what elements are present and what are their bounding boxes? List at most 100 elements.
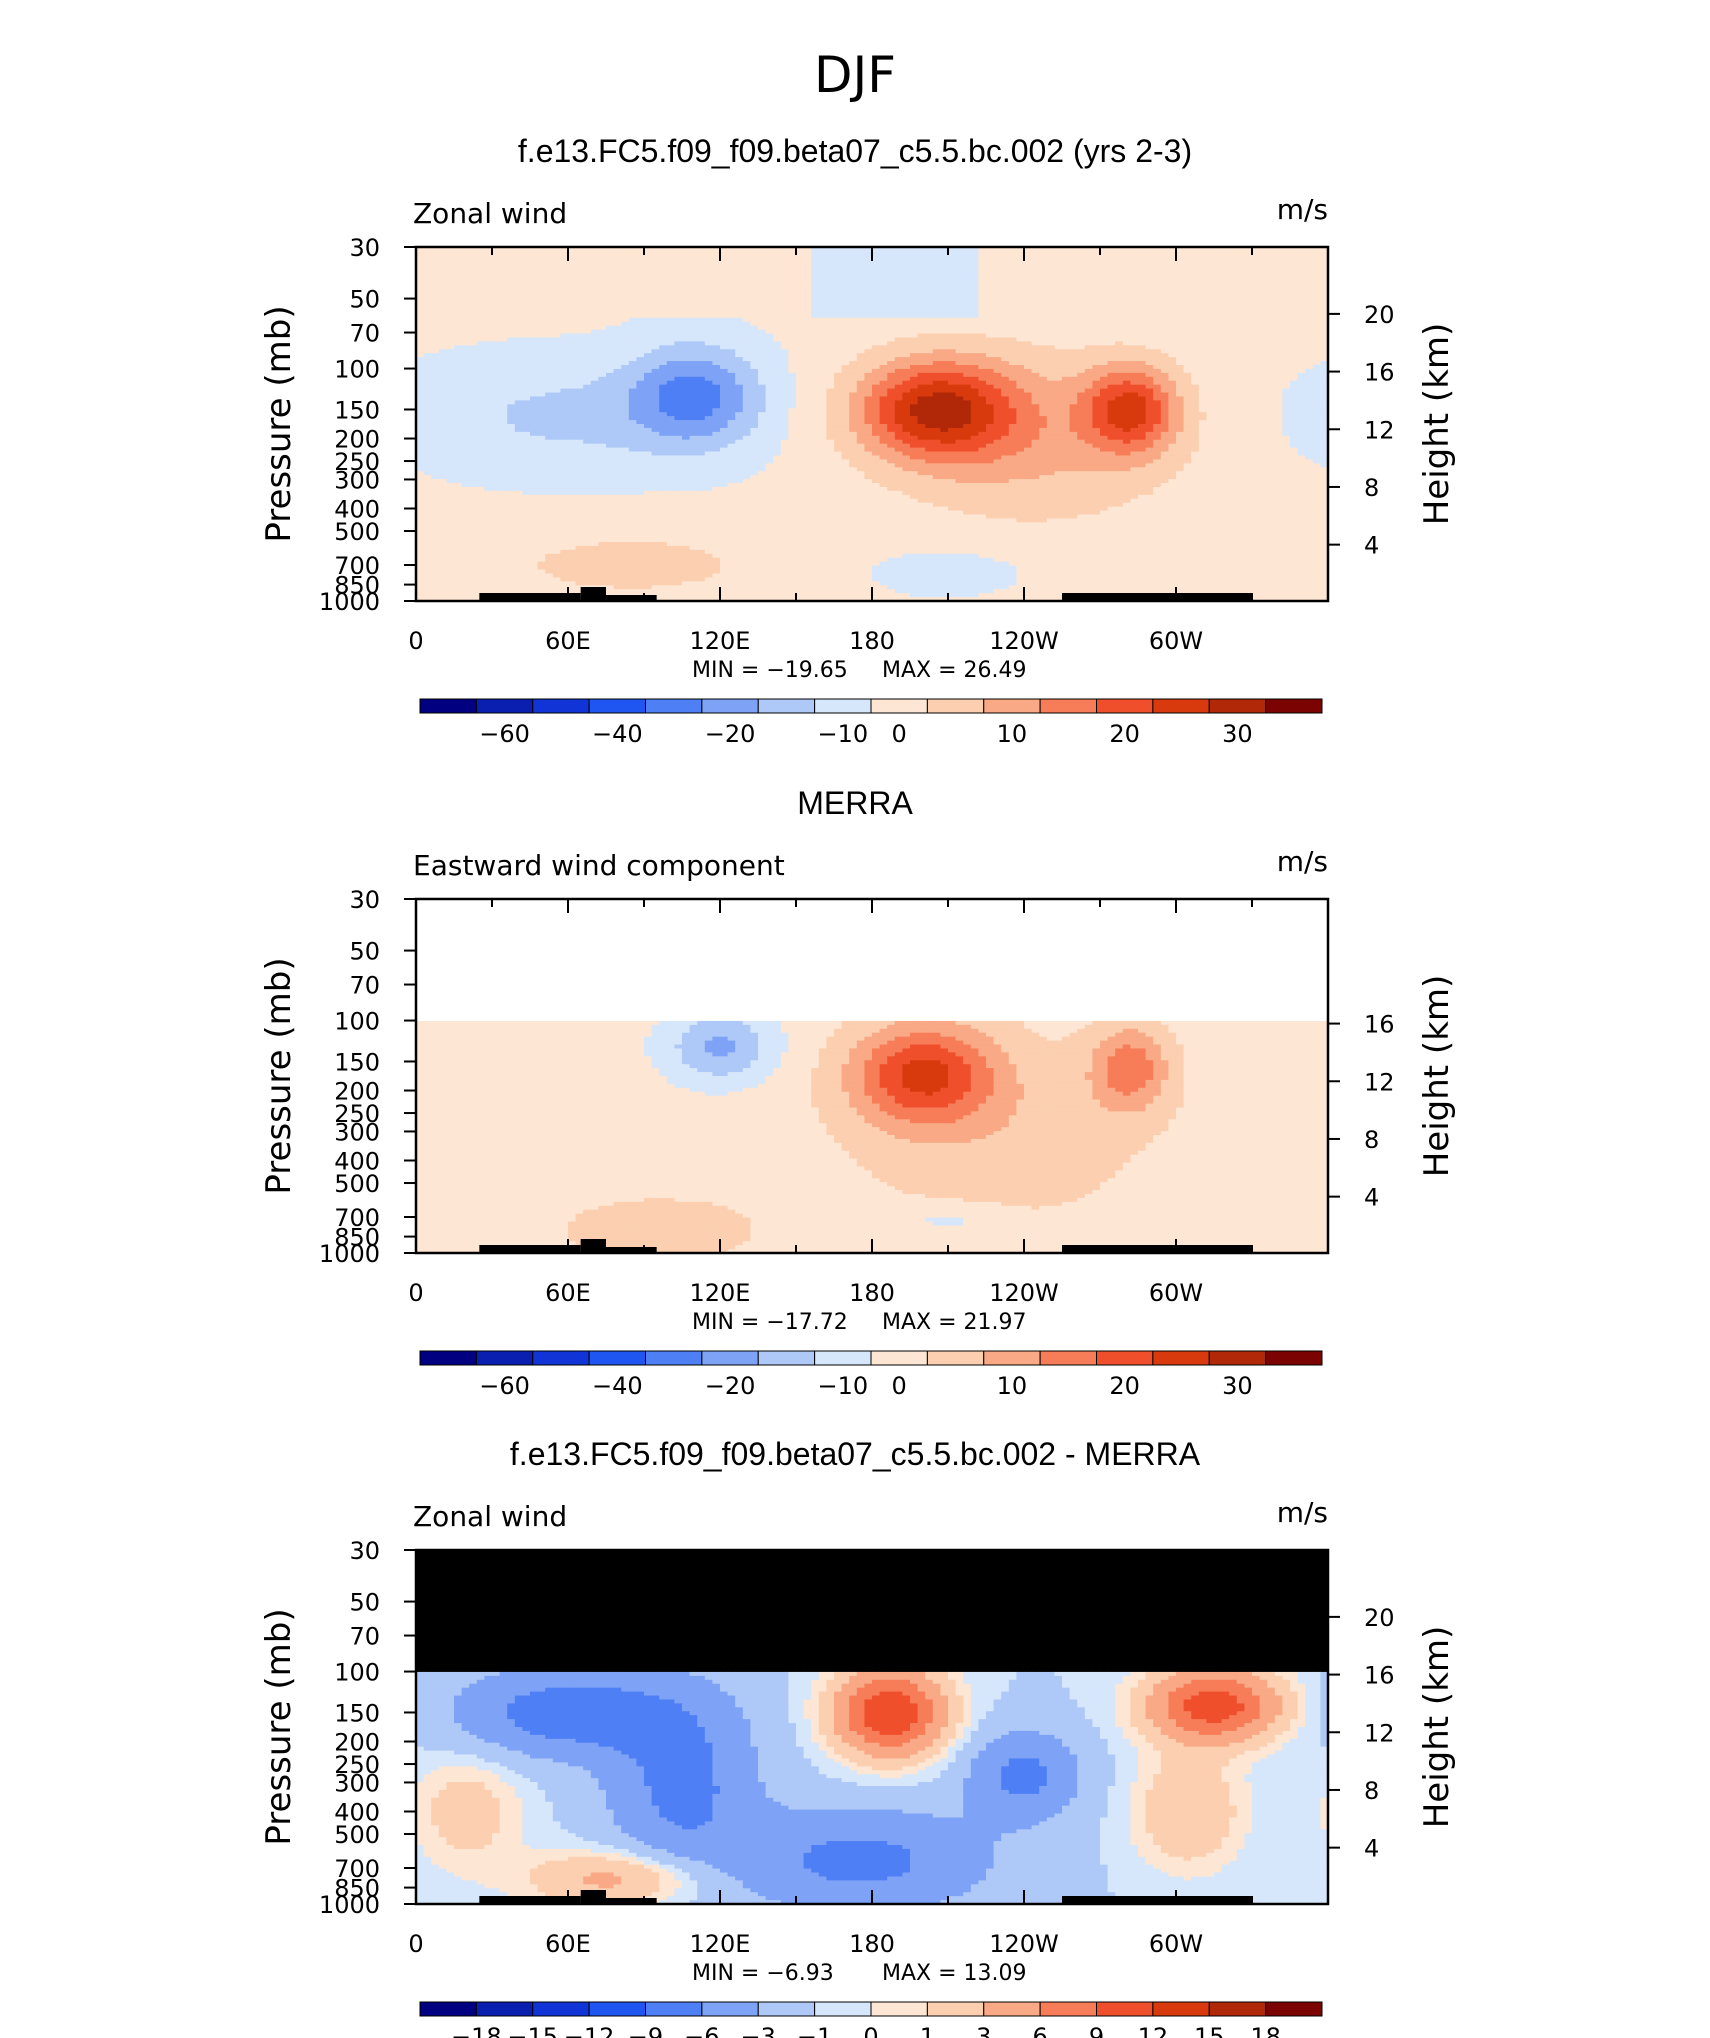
field-cell (993, 337, 1002, 342)
field-cell (932, 372, 941, 378)
field-cell (1297, 404, 1306, 409)
field-cell (1031, 278, 1040, 283)
field-cell (1160, 278, 1169, 283)
field-cell (765, 357, 774, 362)
field-cell (1008, 361, 1017, 366)
field-cell (659, 266, 668, 272)
field-cell (986, 345, 995, 350)
field-cell (1252, 247, 1261, 252)
field-cell (674, 250, 683, 256)
field-cell (560, 270, 569, 276)
field-cell (765, 376, 774, 382)
field-cell (1138, 247, 1147, 252)
field-cell (894, 309, 903, 315)
field-cell (879, 392, 888, 398)
field-cell (697, 266, 706, 272)
field-cell (727, 321, 736, 327)
field-cell (1229, 266, 1238, 272)
field-cell (476, 321, 485, 327)
field-cell (1221, 258, 1230, 264)
field-cell (1115, 270, 1124, 276)
field-cell (872, 349, 881, 354)
field-cell (955, 278, 964, 283)
field-cell (606, 270, 615, 276)
field-cell (780, 325, 789, 331)
field-cell (1267, 247, 1276, 252)
field-cell (499, 313, 508, 319)
field-cell (1107, 247, 1116, 252)
field-cell (446, 384, 455, 390)
field-cell (628, 274, 637, 280)
field-cell (1176, 384, 1185, 390)
field-cell (499, 325, 508, 331)
field-cell (636, 286, 645, 291)
field-cell (689, 317, 698, 323)
field-cell (590, 337, 599, 342)
field-cell (818, 321, 827, 327)
field-cell (1031, 262, 1040, 268)
field-cell (689, 333, 698, 339)
field-cell (476, 282, 485, 287)
field-cell (575, 329, 584, 335)
field-cell (1069, 404, 1078, 409)
field-cell (1236, 262, 1245, 268)
field-cell (1183, 333, 1192, 339)
field-cell (758, 408, 767, 413)
field-cell (1077, 309, 1086, 315)
field-cell (469, 306, 478, 311)
field-cell (507, 321, 516, 327)
field-cell (818, 274, 827, 280)
field-cell (872, 282, 881, 287)
field-cell (628, 298, 637, 303)
field-cell (818, 298, 827, 303)
field-cell (970, 349, 979, 354)
field-cell (1077, 380, 1086, 386)
field-cell (492, 388, 501, 394)
field-cell (1016, 294, 1025, 299)
field-cell (910, 368, 919, 374)
field-cell (1084, 384, 1093, 390)
field-cell (583, 376, 592, 382)
field-cell (575, 266, 584, 272)
field-cell (750, 298, 759, 303)
field-cell (704, 361, 713, 366)
field-cell (720, 341, 729, 346)
field-cell (1031, 329, 1040, 335)
field-cell (507, 294, 516, 299)
field-cell (963, 408, 972, 413)
field-cell (621, 372, 630, 378)
field-cell (1138, 357, 1147, 362)
field-cell (864, 337, 873, 342)
field-cell (659, 270, 668, 276)
field-cell (856, 357, 865, 362)
field-cell (1259, 341, 1268, 346)
field-cell (499, 376, 508, 382)
field-cell (712, 345, 721, 350)
field-cell (818, 400, 827, 405)
field-cell (849, 282, 858, 287)
field-cell (1282, 372, 1291, 378)
field-cell (682, 329, 691, 335)
field-cell (530, 282, 539, 287)
field-cell (970, 254, 979, 260)
field-cell (1077, 384, 1086, 390)
field-cell (575, 376, 584, 382)
field-cell (606, 298, 615, 303)
field-cell (1168, 357, 1177, 362)
field-cell (948, 286, 957, 291)
field-cell (537, 254, 546, 260)
field-cell (773, 290, 782, 295)
field-cell (788, 250, 797, 256)
field-cell (628, 408, 637, 413)
field-cell (530, 365, 539, 370)
field-cell (1312, 376, 1321, 382)
field-cell (758, 258, 767, 264)
field-cell (560, 400, 569, 405)
field-cell (1252, 270, 1261, 276)
field-cell (1138, 294, 1147, 299)
field-cell (530, 278, 539, 283)
field-cell (484, 325, 493, 331)
field-cell (796, 404, 805, 409)
field-cell (1092, 345, 1101, 350)
field-cell (986, 278, 995, 283)
